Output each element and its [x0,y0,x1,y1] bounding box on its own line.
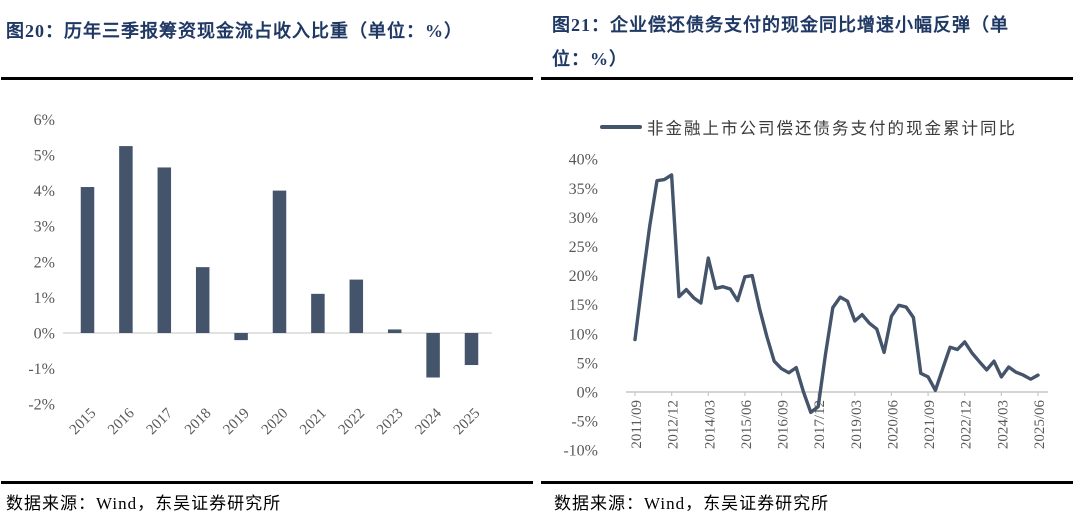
x-axis-tick-label: 2016/09 [776,400,792,449]
bar [311,293,325,333]
debt-repayment-cash-line-chart: 40% 35% 30% 25% 20% 15% 10% 5% 0% -5% -10% 2011/09 2… [563,152,1048,460]
bar [349,279,364,333]
x-axis-tick-label: 2017/12 [812,400,828,449]
x-axis-tick-label: 2021 [297,406,330,439]
x-axis-tick-label: 2015/06 [739,400,755,450]
x-axis-tick-label: 2014/03 [702,400,718,449]
fundraising-cashflow-bar-chart: 6% 5% 4% 3% 2% 1% 0% -1% -2% 2015 2016 2017 2018 2019… [28,112,492,439]
x-axis-tick-label: 2020/06 [885,400,901,450]
data-line-series [633,173,1040,415]
x-axis-tick-label: 2025/06 [1032,400,1048,450]
bar [464,333,479,366]
y-axis-tick-label: 0% [577,385,598,402]
figure-20-title: 图20：历年三季报筹资现金流占收入比重（单位：%） [6,21,463,41]
x-axis-tick-label: 2019/03 [849,400,865,449]
y-axis-tick-label: -10% [563,443,598,460]
x-axis-tick-label: 2018 [182,406,215,439]
y-axis-tick-label: -1% [28,361,55,378]
legend-label: 非金融上市公司偿还债务支付的现金累计同比 [647,119,1017,138]
x-axis-tick-label: 2015 [67,406,100,439]
x-axis-tick-label: 2023 [374,406,407,439]
x-axis-tick-label: 2022 [336,406,369,439]
figure-21: 图21：企业偿还债务支付的现金同比增速小幅反弹（单位：%） 非金融上市公司偿还债… [540,0,1080,529]
figure-21-top-rule [541,77,1073,80]
legend-line-swatch [600,125,642,129]
y-axis-tick-label: 5% [577,355,598,372]
figure-20-top-rule [1,77,533,80]
bar [157,167,172,333]
figure-21-bottom-rule [541,481,1073,484]
x-axis-tick-label: 2024/03 [995,400,1011,449]
figure-20-bottom-rule [1,481,533,484]
y-axis-tick-label: 40% [569,152,598,169]
x-axis-tick-label: 2022/12 [959,400,975,449]
x-axis-tick-label: 2024 [412,405,445,438]
y-axis-tick-label: 1% [34,290,55,307]
bar [195,267,210,333]
bar [80,187,95,333]
y-axis-tick-label: 0% [34,326,55,343]
bar [234,333,248,341]
bar [272,190,287,333]
x-axis-tick-label: 2020 [259,406,292,439]
y-axis-tick-label: 30% [569,210,598,227]
y-axis-tick-label: 6% [34,112,55,129]
x-axis-tick-label: 2016 [105,405,138,438]
y-axis-tick-label: 3% [34,219,55,236]
x-axis-tick-label: 2025 [451,406,484,439]
bar [387,329,402,333]
y-axis-tick-label: 4% [34,183,55,200]
y-axis-tick-label: 25% [569,239,598,256]
y-axis-tick-label: 2% [34,254,55,271]
x-axis-tick-label: 2011/09 [629,400,645,449]
figure-20: 图20：历年三季报筹资现金流占收入比重（单位：%） 6% 5% 4% 3% 2% 1% 0%… [1,21,533,513]
chart-legend: 非金融上市公司偿还债务支付的现金累计同比 [600,115,1017,139]
y-axis-tick-label: -2% [28,397,55,414]
bar [426,333,440,378]
x-axis-tick-label: 2012/12 [666,400,682,449]
x-axis-tick-label: 2021/09 [922,400,938,449]
figure-21-source: 数据来源：Wind，东吴证券研究所 [554,494,830,513]
x-axis-tick-label: 2017 [144,405,177,438]
bar [119,146,133,333]
y-axis-tick-label: -5% [571,414,598,431]
y-axis-tick-label: 35% [569,181,598,198]
y-axis-tick-label: 5% [34,148,55,165]
figure-21-title: 图21：企业偿还债务支付的现金同比增速小幅反弹（单位：%） [552,15,1009,69]
y-axis-tick-label: 15% [569,297,598,314]
y-axis-tick-label: 20% [569,268,598,285]
y-axis-tick-label: 10% [569,326,598,343]
figure-20-source: 数据来源：Wind，东吴证券研究所 [6,494,282,513]
x-axis-tick-label: 2019 [220,406,253,439]
